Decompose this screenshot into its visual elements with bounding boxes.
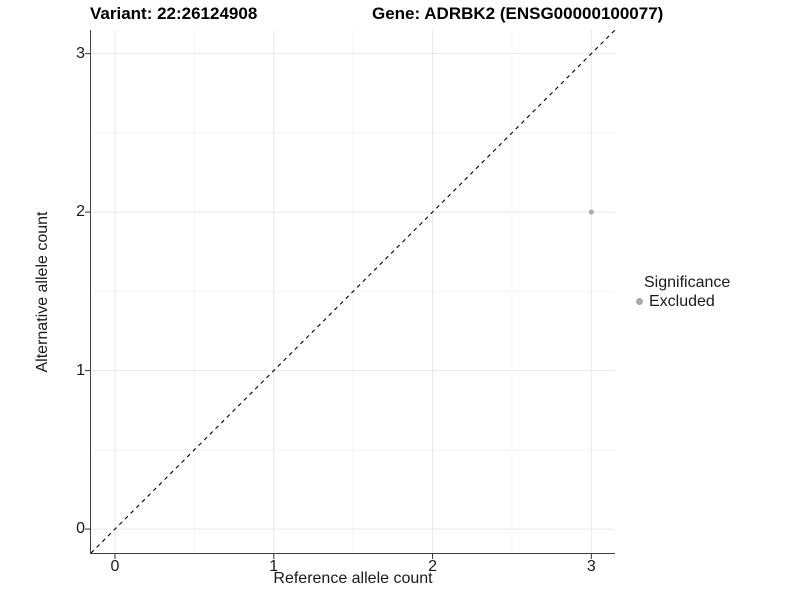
x-tick-label-1: 1 — [269, 558, 279, 575]
plot-panel — [85, 29, 616, 559]
y-tick-label-2: 2 — [76, 203, 85, 221]
y-tick-label-3: 3 — [76, 44, 85, 62]
chart-title-variant: Variant: 22:26124908 — [90, 4, 258, 23]
y-tick-label-0: 0 — [76, 520, 85, 538]
legend-item-excluded: Excluded — [636, 292, 730, 311]
y-tick-label-1: 1 — [76, 361, 85, 379]
legend-item-label: Excluded — [649, 293, 715, 310]
y-axis-title: Alternative allele count — [34, 211, 51, 373]
legend-key-dot-icon — [636, 298, 643, 305]
data-point-excluded — [588, 209, 594, 215]
x-axis-title: Reference allele count — [273, 570, 433, 587]
legend: Significance Excluded — [636, 273, 730, 311]
legend-title: Significance — [644, 274, 731, 291]
chart-title-gene: Gene: ADRBK2 (ENSG00000100077) — [372, 4, 664, 23]
identity-line — [90, 29, 616, 554]
legend-items: Excluded — [636, 292, 730, 311]
x-tick-label-0: 0 — [110, 558, 120, 575]
plot-canvas — [85, 29, 616, 559]
x-tick-label-3: 3 — [586, 558, 596, 575]
x-tick-label-2: 2 — [428, 558, 437, 575]
